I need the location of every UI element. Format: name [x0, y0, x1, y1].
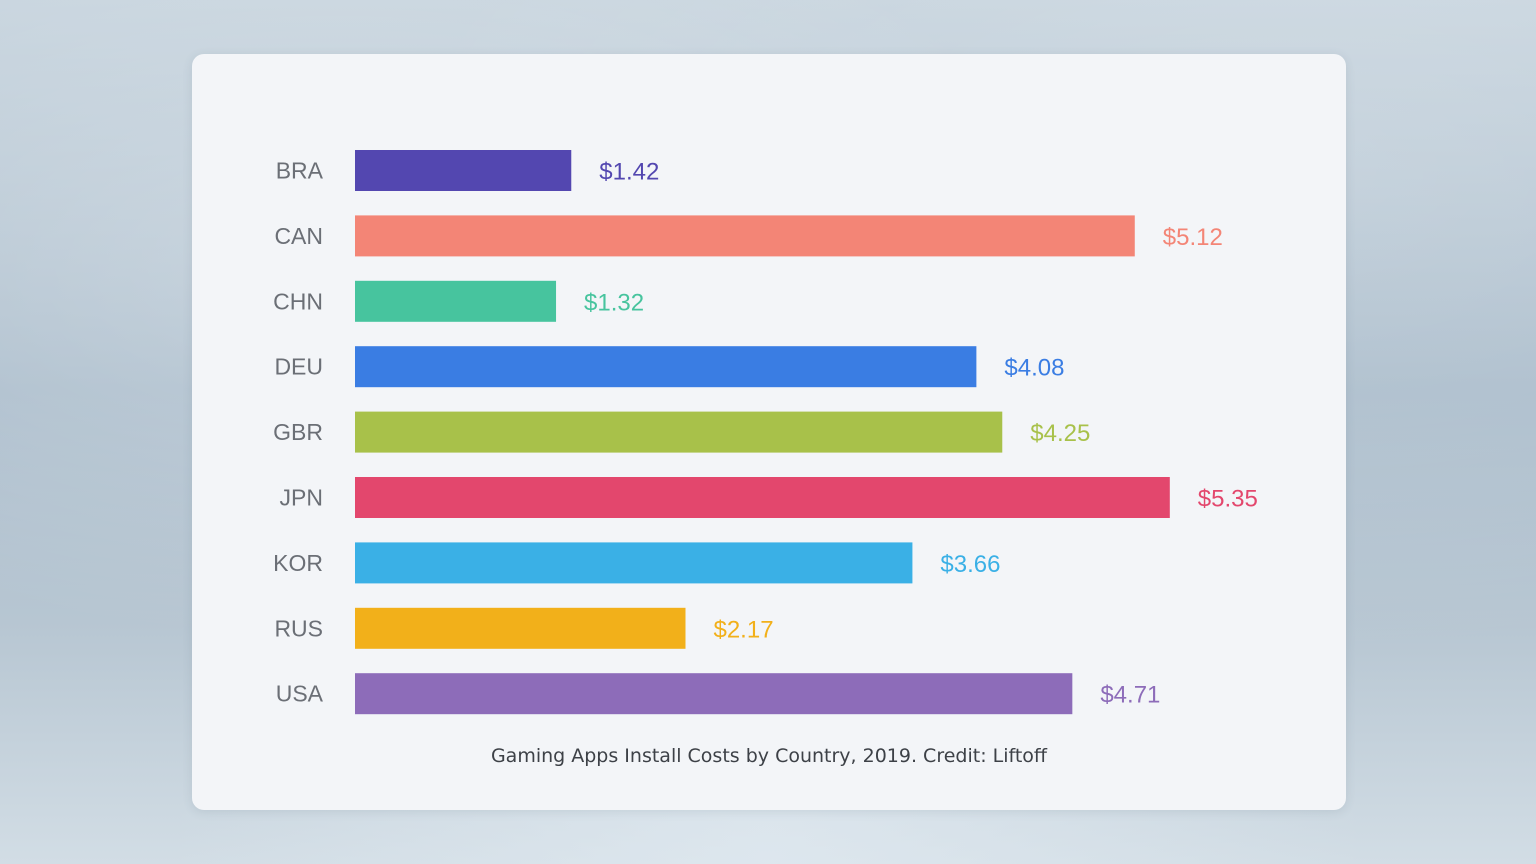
bar-bra — [355, 150, 572, 191]
value-label-deu: $4.08 — [1004, 355, 1064, 382]
value-label-bra: $1.42 — [599, 159, 659, 186]
bar-jpn — [355, 477, 1170, 518]
value-label-kor: $3.66 — [940, 551, 1000, 578]
category-label-bra: BRA — [276, 158, 324, 184]
bar-usa — [355, 673, 1073, 715]
value-label-usa: $4.71 — [1100, 682, 1160, 709]
value-label-jpn: $5.35 — [1198, 486, 1258, 513]
chart-caption: Gaming Apps Install Costs by Country, 20… — [490, 745, 1048, 767]
value-label-chn: $1.32 — [584, 289, 644, 316]
category-label-usa: USA — [276, 681, 324, 707]
bar-can — [355, 215, 1135, 257]
bar-rus — [355, 607, 686, 649]
value-label-gbr: $4.25 — [1030, 420, 1090, 447]
bar-deu — [355, 346, 977, 388]
bar-kor — [355, 542, 913, 584]
bar-gbr — [355, 411, 1003, 453]
bar-chart: BRA $1.42 CAN $5.12 CHN $1.32 DEU $4.08 GBR $4.25… — [273, 150, 1258, 715]
chart-card: BRA $1.42 CAN $5.12 CHN $1.32 DEU $4.08 GBR $4.25… — [192, 54, 1346, 810]
category-label-jpn: JPN — [280, 485, 323, 511]
category-label-chn: CHN — [273, 288, 323, 314]
category-label-deu: DEU — [274, 354, 323, 380]
value-label-can: $5.12 — [1163, 224, 1223, 251]
category-label-can: CAN — [274, 223, 323, 249]
category-label-gbr: GBR — [273, 419, 323, 445]
bar-chn — [355, 280, 557, 322]
value-label-rus: $2.17 — [713, 616, 773, 643]
category-label-rus: RUS — [274, 615, 323, 641]
category-label-kor: KOR — [273, 550, 323, 576]
